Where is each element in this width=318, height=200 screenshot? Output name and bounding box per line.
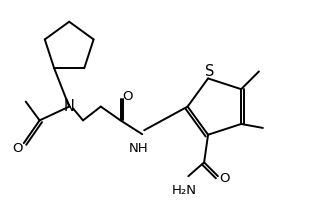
Text: O: O xyxy=(220,172,230,185)
Text: N: N xyxy=(64,99,75,114)
Text: O: O xyxy=(13,142,23,155)
Text: O: O xyxy=(122,90,133,103)
Text: NH: NH xyxy=(128,142,148,155)
Text: S: S xyxy=(205,64,215,79)
Text: H₂N: H₂N xyxy=(172,184,197,197)
